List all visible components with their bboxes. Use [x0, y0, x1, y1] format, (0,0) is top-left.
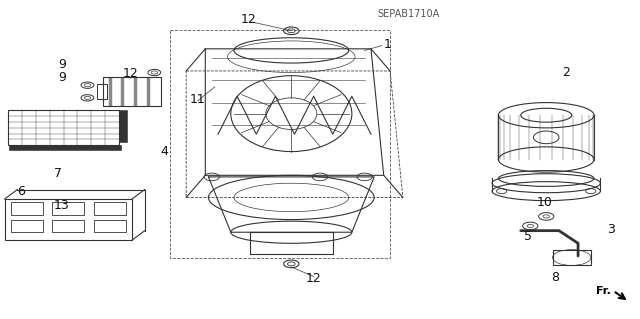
Bar [94, 202, 125, 215]
Bar [4, 199, 132, 240]
Text: 3: 3 [607, 223, 614, 235]
Bar [8, 110, 119, 145]
Bar [11, 202, 43, 215]
Text: 5: 5 [524, 230, 532, 243]
Text: 12: 12 [241, 13, 257, 26]
Text: 13: 13 [54, 199, 69, 212]
Text: 11: 11 [189, 93, 205, 106]
Text: 9: 9 [59, 71, 67, 84]
Text: 2: 2 [562, 66, 570, 79]
Text: 4: 4 [161, 145, 168, 158]
Bar [552, 250, 591, 265]
Text: SEPAB1710A: SEPAB1710A [378, 9, 440, 19]
Text: 10: 10 [537, 196, 552, 209]
Bar [103, 77, 161, 106]
Text: 6: 6 [17, 185, 25, 198]
Bar [94, 219, 125, 232]
Text: 12: 12 [306, 271, 321, 285]
Text: 9: 9 [59, 58, 67, 71]
Text: 12: 12 [122, 67, 138, 80]
Bar [9, 145, 120, 150]
Text: Fr.: Fr. [596, 286, 611, 296]
Text: 7: 7 [54, 167, 61, 180]
Bar [52, 202, 84, 215]
Bar [52, 219, 84, 232]
Bar [119, 110, 127, 142]
Bar [97, 84, 106, 100]
Text: 8: 8 [550, 271, 559, 284]
Text: 1: 1 [384, 38, 392, 51]
Bar [11, 219, 43, 232]
